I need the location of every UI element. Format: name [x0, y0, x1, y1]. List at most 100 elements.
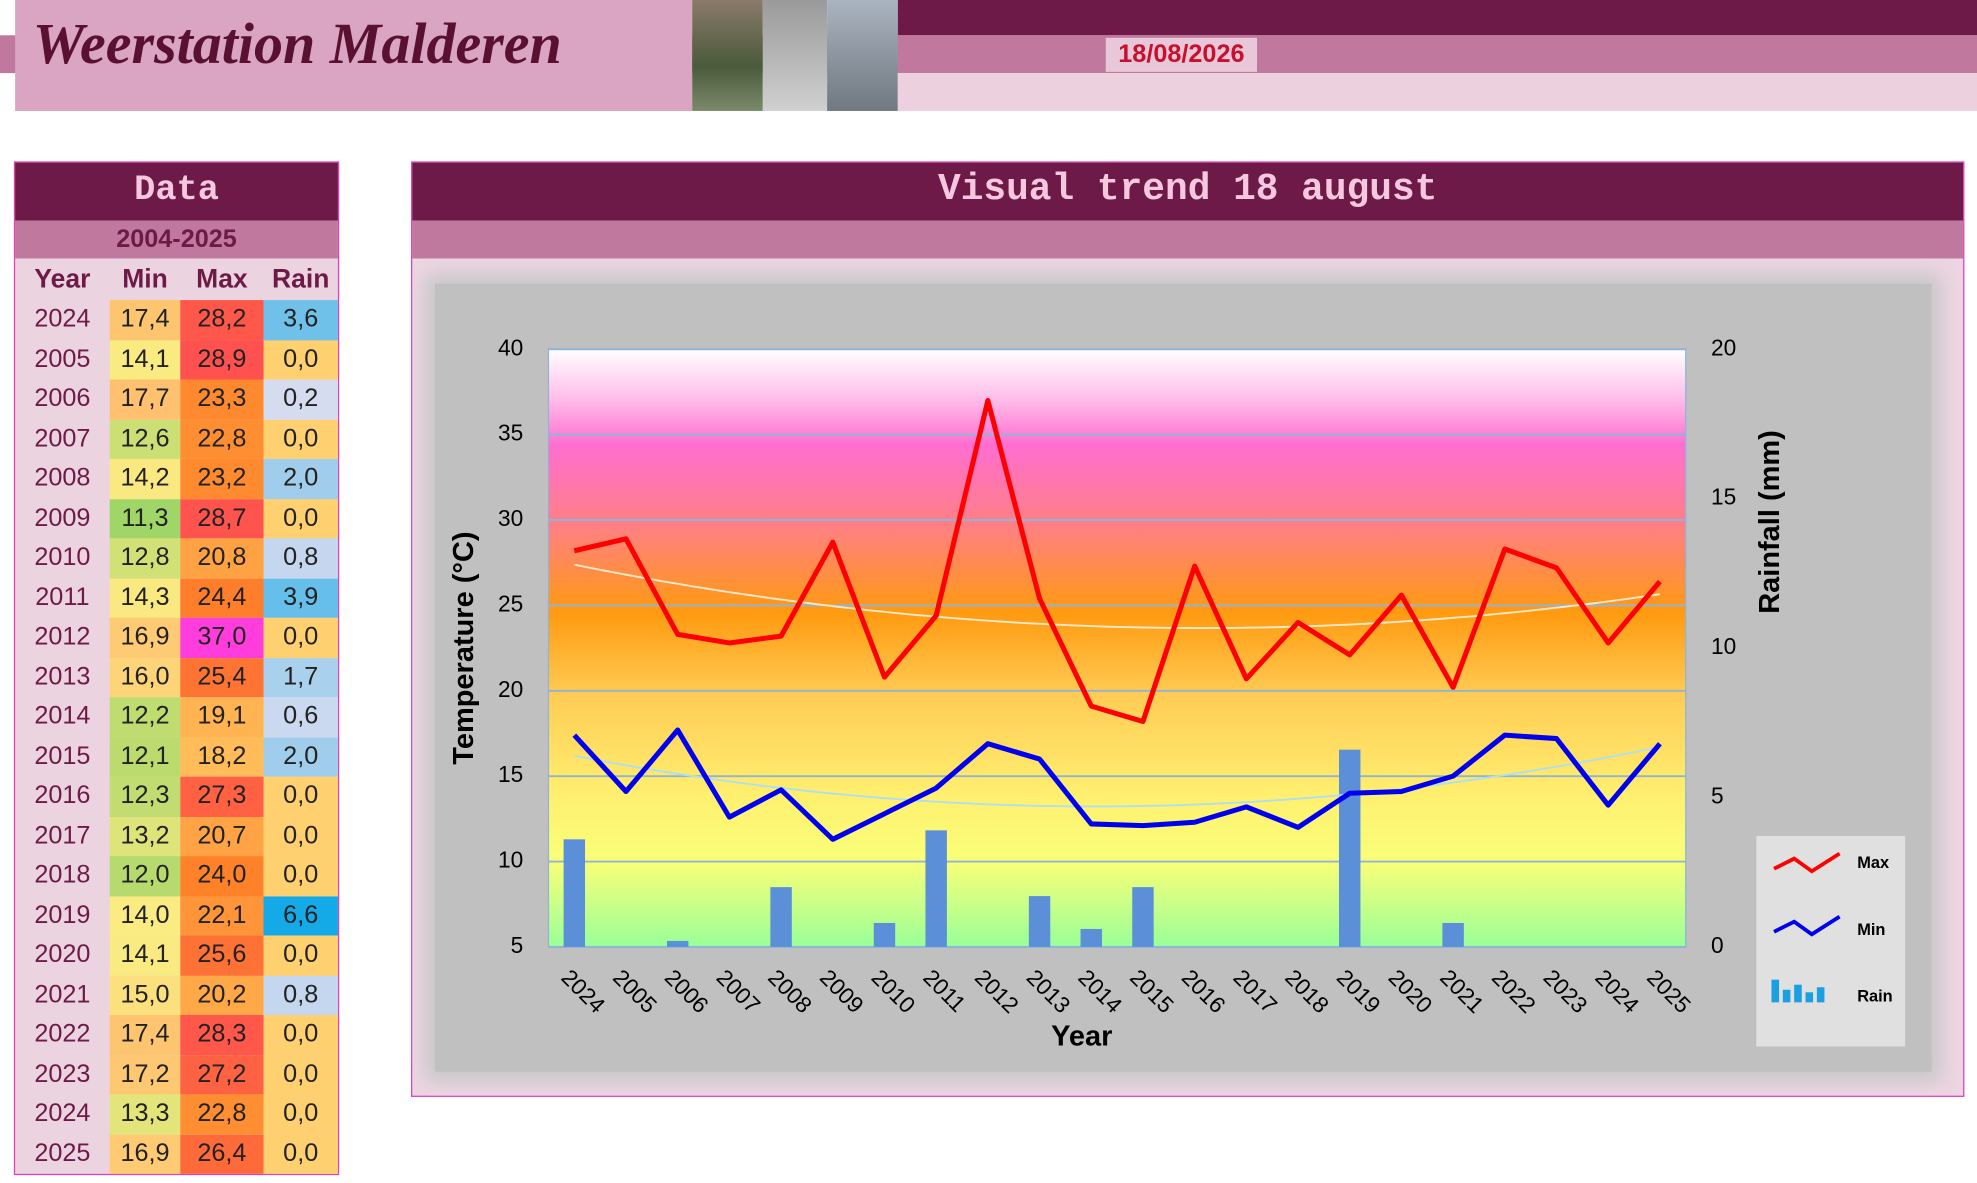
plot-area	[548, 349, 1686, 947]
bar	[1339, 749, 1361, 947]
y2-tick-label: 20	[1711, 334, 1736, 360]
x-tick-label: 2010	[867, 964, 921, 1018]
year-cell: 2021	[34, 980, 91, 1009]
legend-icon	[1794, 984, 1802, 1003]
y2-tick-label: 0	[1711, 932, 1724, 958]
value-cell: 28,7	[180, 498, 264, 539]
value-cell: 16,9	[109, 617, 181, 658]
value-cell: 16,0	[109, 657, 181, 698]
y2-axis-label: Rainfall (mm)	[1754, 430, 1786, 614]
value-cell: 13,2	[109, 816, 181, 857]
chart-band	[412, 220, 1964, 259]
year-cell: 2018	[34, 861, 91, 890]
y-tick-label: 15	[498, 761, 523, 787]
value-cell: 14,1	[109, 935, 181, 976]
value-cell: 27,3	[180, 776, 264, 817]
legend-icon	[1773, 915, 1841, 937]
value-cell: 12,8	[109, 538, 181, 579]
x-tick-label: 2024	[1590, 964, 1644, 1018]
value-cell: 6,6	[263, 895, 338, 936]
x-tick-label: 2025	[1642, 964, 1696, 1018]
value-cell: 0,0	[263, 339, 338, 380]
value-cell: 3,9	[263, 578, 338, 618]
x-tick-label: 2018	[1280, 964, 1334, 1018]
bar	[563, 839, 586, 947]
header-band-light	[897, 73, 1977, 111]
header-bar	[897, 0, 1977, 36]
value-cell: 0,0	[263, 816, 338, 857]
x-tick-label: 2024	[556, 964, 610, 1018]
value-cell: 2,0	[263, 458, 338, 499]
value-cell: 0,0	[263, 1054, 338, 1095]
value-cell: 12,1	[109, 736, 181, 777]
x-tick-label: 2008	[763, 964, 817, 1018]
value-cell: 11,3	[109, 498, 181, 539]
legend-label: Max	[1857, 854, 1889, 872]
year-cell: 2011	[35, 583, 90, 612]
value-cell: 0,0	[263, 498, 338, 539]
line	[572, 727, 1662, 842]
value-cell: 1,7	[263, 657, 338, 698]
column-header: Year	[34, 264, 91, 294]
value-cell: 14,3	[109, 578, 181, 618]
value-cell: 14,1	[109, 339, 181, 380]
bar	[873, 922, 896, 947]
y-tick-label: 25	[498, 590, 523, 616]
value-cell: 28,3	[180, 1014, 264, 1055]
value-cell: 0,0	[263, 617, 338, 658]
value-cell: 17,4	[109, 1014, 181, 1055]
value-cell: 23,3	[180, 379, 264, 420]
value-cell: 0,0	[263, 1094, 338, 1135]
x-tick-label: 2007	[712, 964, 766, 1018]
value-cell: 18,2	[180, 736, 264, 777]
y-tick-label: 5	[511, 932, 524, 958]
year-cell: 2024	[34, 305, 91, 334]
year-cell: 2019	[34, 901, 91, 929]
column-header: Min	[122, 264, 168, 294]
value-cell: 2,0	[263, 736, 338, 777]
data-table: Data 2004-2025 Year Min Max Rain 2024 17,4 28,…	[13, 161, 340, 1176]
x-tick-label: 2016	[1177, 964, 1231, 1018]
year-cell: 2007	[34, 424, 91, 453]
site-title: Weerstation Malderen	[15, 0, 693, 111]
y-axis-label: Temperature (°C)	[448, 531, 480, 764]
year-cell: 2022	[34, 1020, 91, 1049]
x-axis-label: Year	[1051, 1020, 1112, 1052]
year-cell: 2009	[34, 504, 91, 532]
value-cell: 3,6	[263, 300, 338, 340]
value-cell: 28,9	[180, 339, 264, 380]
value-cell: 0,8	[263, 538, 338, 579]
y-tick-label: 30	[498, 505, 523, 531]
x-tick-label: 2020	[1384, 964, 1438, 1018]
year-cell: 2015	[34, 742, 91, 771]
value-cell: 0,0	[263, 1014, 338, 1055]
y2-tick-label: 10	[1711, 633, 1736, 659]
value-cell: 22,1	[180, 895, 264, 936]
y-tick-label: 35	[498, 420, 523, 446]
year-cell: 2012	[34, 623, 91, 651]
value-cell: 14,2	[109, 458, 181, 499]
year-cell: 2016	[34, 782, 91, 810]
legend-icon	[1805, 992, 1814, 1003]
bar	[1028, 896, 1051, 947]
date: 18/08/2026	[1105, 37, 1258, 72]
x-tick-label: 2022	[1487, 964, 1541, 1018]
x-tick-label: 2005	[608, 964, 662, 1018]
value-cell: 0,0	[263, 856, 338, 896]
y2-tick-label: 15	[1711, 484, 1736, 510]
year-cell: 2005	[34, 345, 91, 373]
table-subtitle: 2004-2025	[15, 220, 338, 259]
value-cell: 0,0	[263, 935, 338, 976]
value-cell: 25,4	[180, 657, 264, 698]
legend-label: Rain	[1857, 988, 1893, 1006]
value-cell: 23,2	[180, 458, 264, 499]
year-cell: 2013	[34, 662, 91, 691]
y-tick-label: 10	[498, 847, 523, 873]
year-cell: 2008	[34, 464, 91, 493]
value-cell: 17,4	[109, 300, 181, 340]
value-cell: 19,1	[180, 697, 264, 737]
bar	[666, 940, 689, 947]
value-cell: 12,2	[109, 697, 181, 737]
value-cell: 22,8	[180, 419, 264, 459]
